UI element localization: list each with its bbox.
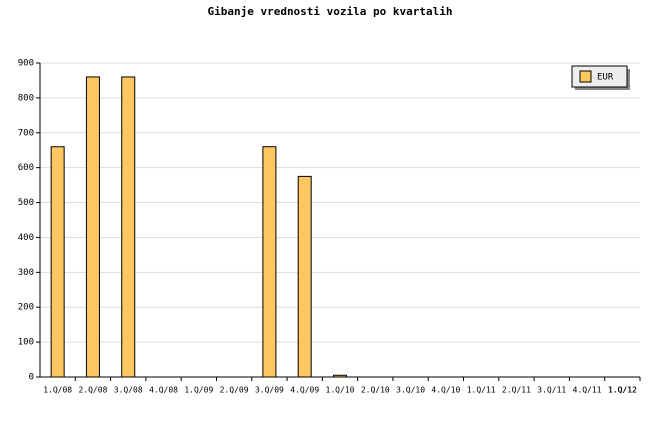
x-tick-label: 2.Q/11 — [502, 386, 531, 395]
x-tick-label: 3.Q/08 — [114, 386, 143, 395]
x-tick-label: 3.Q/09 — [255, 386, 284, 395]
y-tick-label: 400 — [18, 233, 34, 243]
bar — [333, 374, 347, 378]
bar — [121, 76, 136, 378]
x-tick-label: 4.Q/09 — [290, 386, 319, 395]
bar — [262, 146, 277, 378]
x-tick-label: 2.Q/10 — [361, 386, 390, 395]
bar — [50, 146, 65, 378]
x-tick-label: 1.Q/10 — [326, 386, 355, 395]
y-tick-label: 0 — [29, 373, 34, 383]
y-tick-label: 900 — [18, 59, 34, 69]
bar — [85, 76, 100, 378]
x-tick-label: 3.Q/11 — [537, 386, 566, 395]
x-tick-label: 1.Q/11 — [467, 386, 496, 395]
y-tick-label: 100 — [18, 338, 34, 348]
y-tick-label: 600 — [18, 163, 34, 173]
chart-title: Gibanje vrednosti vozila po kvartalih — [207, 5, 452, 18]
legend-label: EUR — [597, 73, 614, 83]
bar — [297, 175, 312, 378]
x-tick-label: 4.Q/11 — [573, 386, 602, 395]
y-tick-label: 700 — [18, 128, 34, 138]
x-tick-label: 1.Q/12 — [608, 386, 637, 395]
y-tick-label: 200 — [18, 303, 34, 313]
y-tick-label: 500 — [18, 198, 34, 208]
legend-swatch — [579, 70, 592, 83]
y-tick-label: 800 — [18, 93, 34, 103]
x-tick-label: 4.Q/08 — [149, 386, 178, 395]
x-tick-label: 3.Q/10 — [396, 386, 425, 395]
x-tick-label: 4.Q/10 — [431, 386, 460, 395]
x-tick-label: 1.Q/12 — [608, 386, 637, 395]
x-tick-label: 2.Q/08 — [78, 386, 107, 395]
y-tick-label: 300 — [18, 268, 34, 278]
x-tick-label: 2.Q/09 — [220, 386, 249, 395]
x-tick-label: 1.Q/09 — [184, 386, 213, 395]
x-tick-label: 1.Q/08 — [43, 386, 72, 395]
